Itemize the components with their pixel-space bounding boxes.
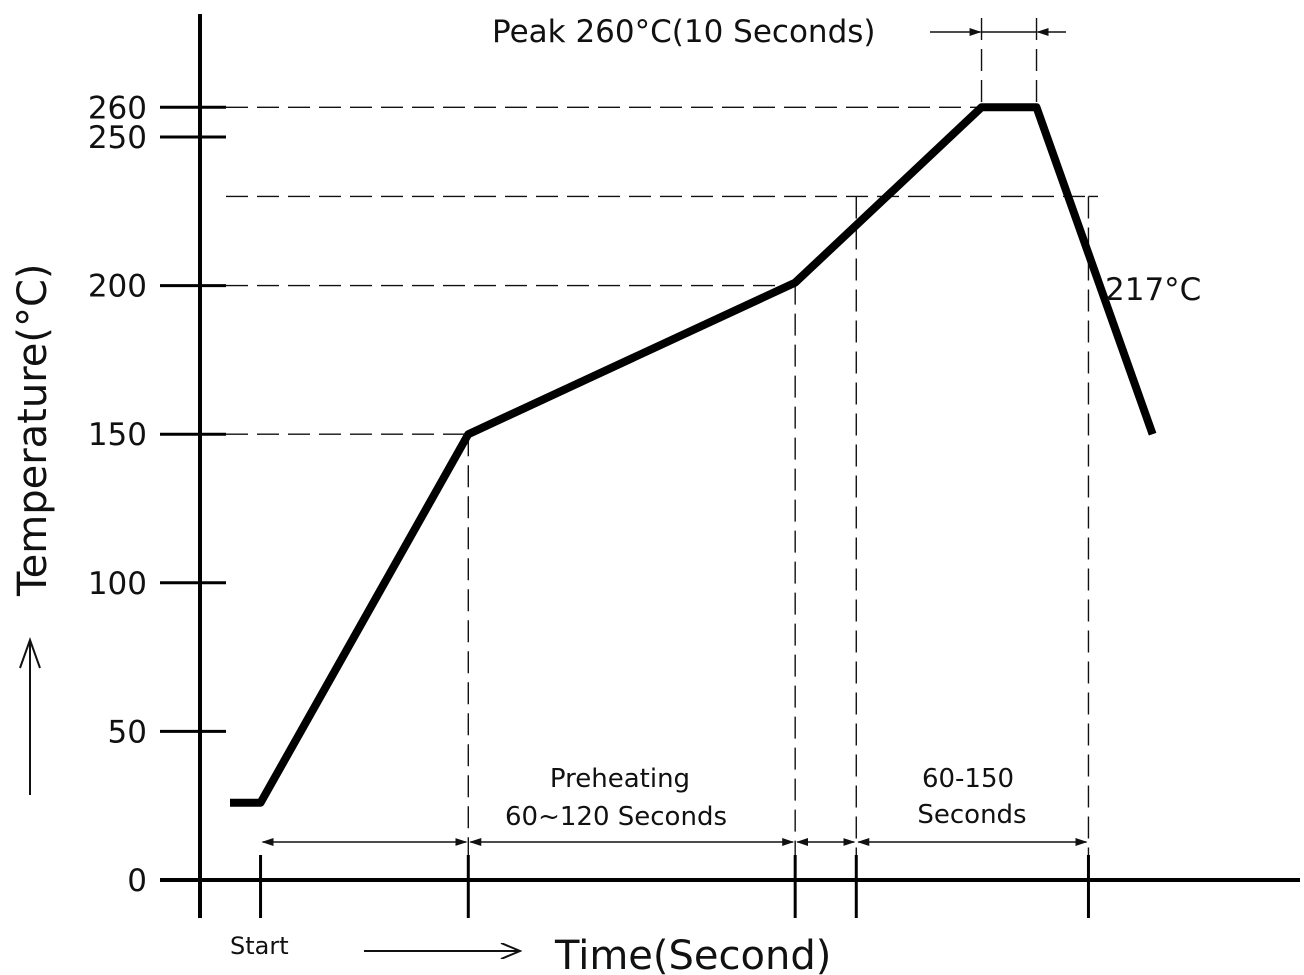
liquidus-label: 217°C <box>1105 272 1201 308</box>
preheating-duration-label: 60~120 Seconds <box>505 802 727 832</box>
start-label: Start <box>230 932 289 960</box>
y-tick-label-260: 260 <box>88 90 147 126</box>
preheating-label: Preheating <box>550 764 690 794</box>
y-tick-label-50: 50 <box>108 714 147 750</box>
x-axis-label: Time(Second) <box>554 933 831 975</box>
dimension-arrows <box>261 28 1088 846</box>
peak-label: Peak 260°C(10 Seconds) <box>492 14 876 50</box>
y-tick-label-150: 150 <box>88 417 147 453</box>
y-tick-label-100: 100 <box>88 566 147 602</box>
y-tick-label-200: 200 <box>88 269 147 305</box>
reference-lines <box>226 18 1098 870</box>
reflow-label-line1: 60-150 <box>922 764 1014 794</box>
y-tick-label-250: 250 <box>88 120 147 156</box>
y-axis-arrow <box>19 637 41 795</box>
reflow-label-line2: Seconds <box>917 800 1026 830</box>
profile-line <box>230 103 1157 807</box>
y-axis-label: Temperature(°C) <box>10 263 56 597</box>
x-markers <box>259 855 1090 918</box>
y-tick-label-0: 0 <box>127 863 147 899</box>
